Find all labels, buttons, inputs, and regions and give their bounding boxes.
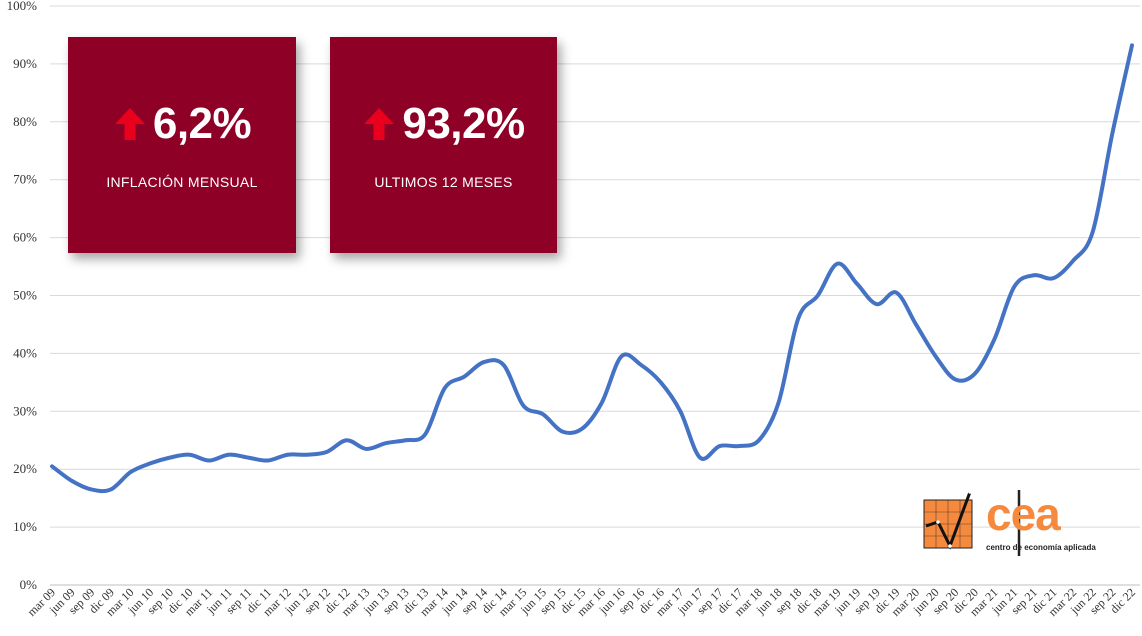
monthly-inflation-card: 6,2% INFLACIÓN MENSUAL: [68, 37, 296, 253]
y-tick-label: 10%: [13, 519, 37, 534]
y-tick-label: 20%: [13, 461, 37, 476]
y-tick-label: 90%: [13, 56, 37, 71]
y-tick-label: 80%: [13, 114, 37, 129]
y-tick-label: 40%: [13, 345, 37, 360]
y-tick-label: 100%: [7, 0, 38, 13]
annual-inflation-caption: ULTIMOS 12 MESES: [374, 174, 513, 190]
cea-logo-subtitle: centro de economía aplicada: [986, 543, 1096, 552]
y-tick-label: 60%: [13, 230, 37, 245]
cea-logo-icon: [923, 490, 1021, 556]
y-tick-label: 70%: [13, 172, 37, 187]
cea-logo-text: cea: [986, 488, 1061, 540]
y-axis-tick-labels: 0% 10% 20% 30% 40% 50% 60% 70% 80% 90% 100%: [7, 0, 38, 592]
y-tick-label: 50%: [13, 288, 37, 303]
monthly-inflation-value: 6,2%: [152, 99, 252, 148]
arrow-up-icon: [364, 108, 395, 140]
annual-inflation-value: 93,2%: [402, 99, 525, 148]
inflation-series-line: [50, 43, 1134, 494]
arrow-up-icon: [114, 108, 145, 140]
y-tick-label: 0%: [20, 577, 38, 592]
monthly-inflation-caption: INFLACIÓN MENSUAL: [106, 174, 258, 190]
series-layer: [50, 43, 1134, 494]
annual-inflation-card: 93,2% ULTIMOS 12 MESES: [330, 37, 557, 253]
y-tick-label: 30%: [13, 403, 37, 418]
